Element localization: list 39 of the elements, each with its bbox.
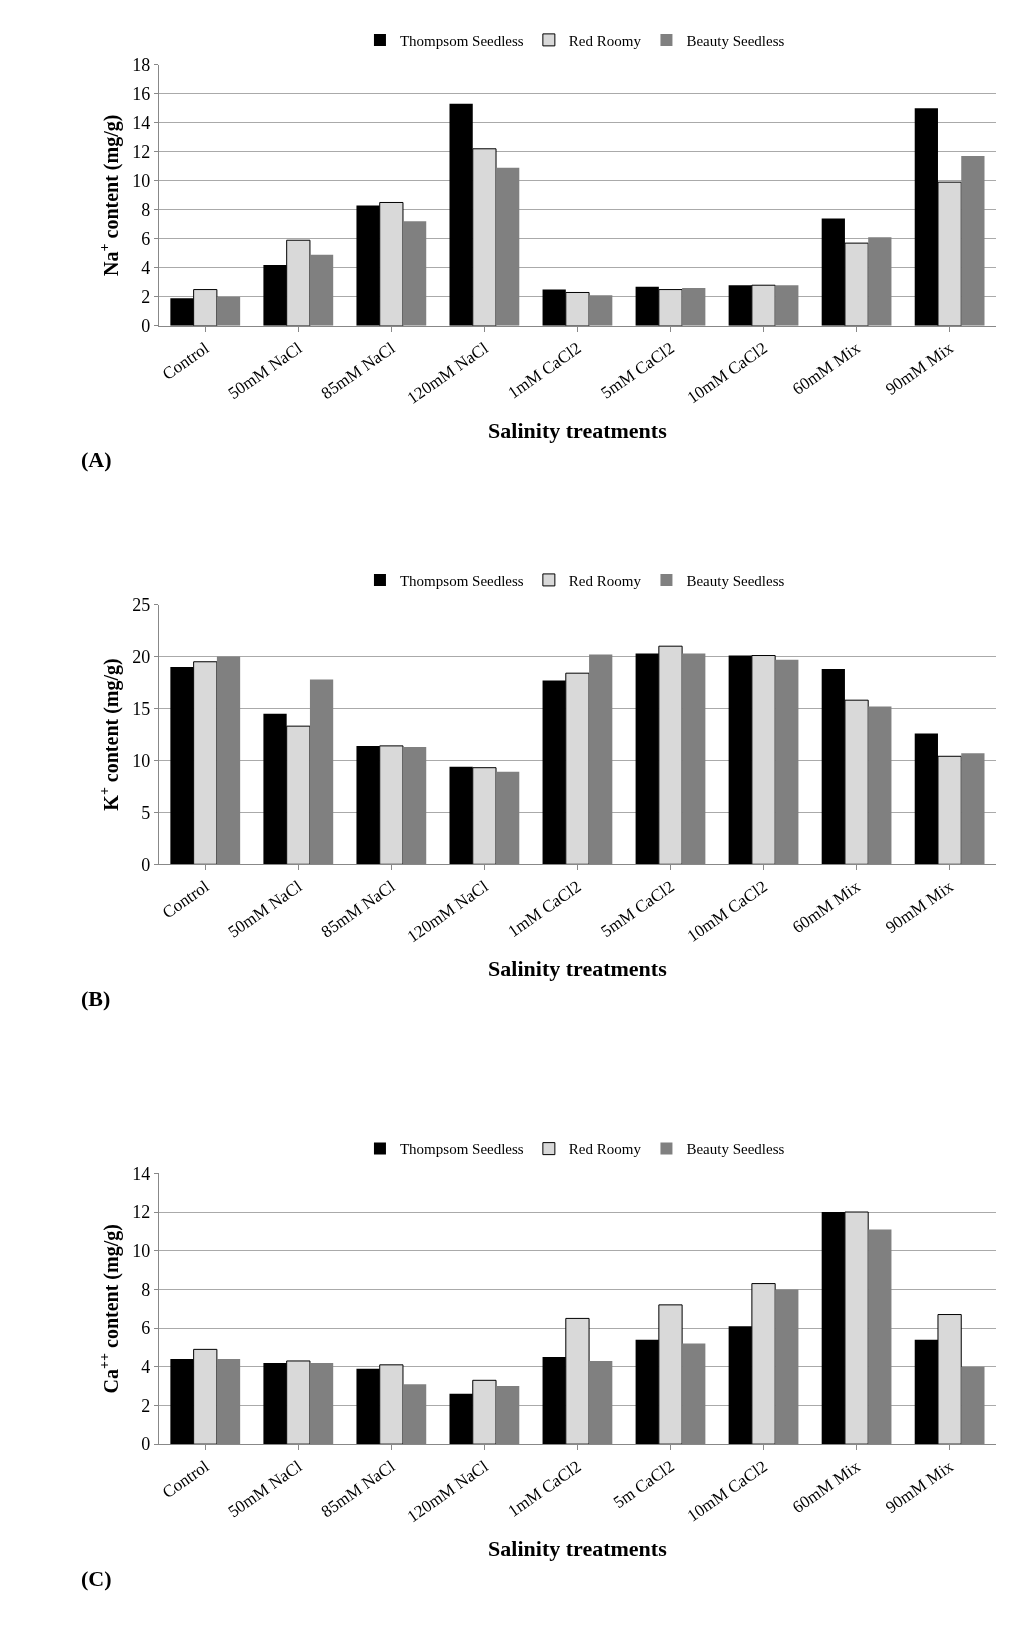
legend-label: Beauty Seedless	[686, 1141, 785, 1158]
y-tick-label: 12	[132, 1202, 151, 1223]
x-axis-title: Salinity treatments	[488, 417, 668, 443]
legend-label: Red Roomy	[568, 572, 642, 589]
text: (A)	[81, 447, 112, 472]
legend-label: Thompsom Seedless	[399, 32, 524, 49]
y-tick-label: 10	[132, 171, 151, 192]
y-tick-label: 0	[141, 316, 151, 337]
legend-label: Beauty Seedless	[686, 572, 785, 589]
y-tick-label: 5	[141, 802, 151, 823]
x-axis-title: Salinity treatments	[488, 956, 668, 982]
y-tick-label: 2	[141, 1395, 151, 1416]
text: (C)	[81, 1566, 112, 1591]
legend-label: Red Roomy	[568, 32, 642, 49]
y-tick-label: 12	[132, 141, 151, 162]
legend-label: Thompsom Seedless	[399, 1141, 524, 1158]
y-tick-label: 14	[132, 1163, 151, 1184]
legend-label: Red Roomy	[568, 1141, 642, 1158]
y-tick-label: 20	[132, 646, 151, 667]
y-tick-label: 0	[141, 854, 151, 875]
y-tick-label: 10	[132, 1241, 151, 1261]
x-axis-title: Salinity treatments	[488, 1536, 668, 1562]
y-tick-label: 15	[132, 698, 151, 719]
y-tick-label: 4	[141, 258, 151, 279]
y-tick-label: 14	[132, 112, 151, 133]
y-tick-label: 18	[132, 54, 151, 75]
y-tick-label: 6	[141, 229, 151, 250]
y-tick-label: 4	[141, 1357, 151, 1378]
y-tick-label: 2	[141, 287, 151, 308]
y-tick-label: 8	[141, 200, 151, 221]
legend-label: Beauty Seedless	[686, 32, 785, 49]
y-tick-label: 10	[132, 750, 151, 771]
y-tick-label: 16	[132, 83, 151, 104]
y-tick-label: 25	[132, 594, 151, 615]
y-tick-label: 8	[141, 1279, 151, 1300]
y-tick-label: 0	[141, 1434, 151, 1455]
y-tick-label: 6	[141, 1318, 151, 1339]
legend-label: Thompsom Seedless	[399, 572, 524, 589]
text: (B)	[81, 986, 111, 1011]
